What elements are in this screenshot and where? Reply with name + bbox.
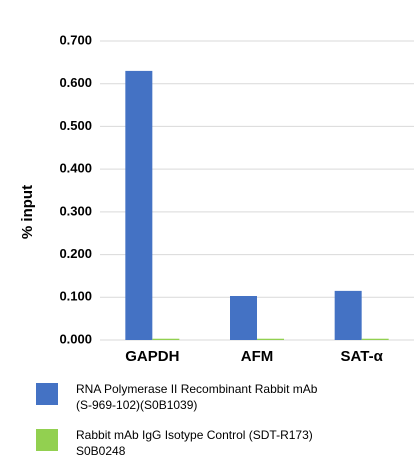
- legend-entry: RNA Polymerase II Recombinant Rabbit mAb…: [36, 381, 396, 413]
- y-tick-label: 0.000: [59, 331, 92, 346]
- bar: [257, 338, 284, 340]
- bar: [230, 296, 257, 340]
- legend-entry: Rabbit mAb IgG Isotype Control (SDT-R173…: [36, 427, 396, 459]
- y-tick-label: 0.700: [59, 32, 92, 47]
- bar: [152, 338, 180, 340]
- legend-swatch: [36, 383, 58, 405]
- legend-swatch: [36, 429, 58, 451]
- y-tick-label: 0.500: [59, 118, 92, 133]
- bar: [361, 338, 389, 340]
- y-tick-label: 0.200: [59, 246, 92, 261]
- legend-label: Rabbit mAb IgG Isotype Control (SDT-R173…: [76, 428, 313, 458]
- y-tick-label: 0.100: [59, 289, 92, 304]
- y-tick-label: 0.300: [59, 203, 92, 218]
- y-tick-label: 0.600: [59, 75, 92, 90]
- x-tick-label: GAPDH: [125, 348, 179, 365]
- x-tick-label: AFM: [241, 348, 274, 365]
- y-axis-label: % input: [19, 185, 36, 239]
- legend-label: RNA Polymerase II Recombinant Rabbit mAb…: [76, 382, 318, 412]
- bar: [125, 70, 153, 341]
- bar: [334, 290, 362, 340]
- chart: % input 0.000 0.100 0.200 0.300 0.400 0.500 0.…: [19, 32, 414, 365]
- x-tick-label: SAT-α: [341, 348, 384, 365]
- y-tick-label: 0.400: [59, 161, 92, 176]
